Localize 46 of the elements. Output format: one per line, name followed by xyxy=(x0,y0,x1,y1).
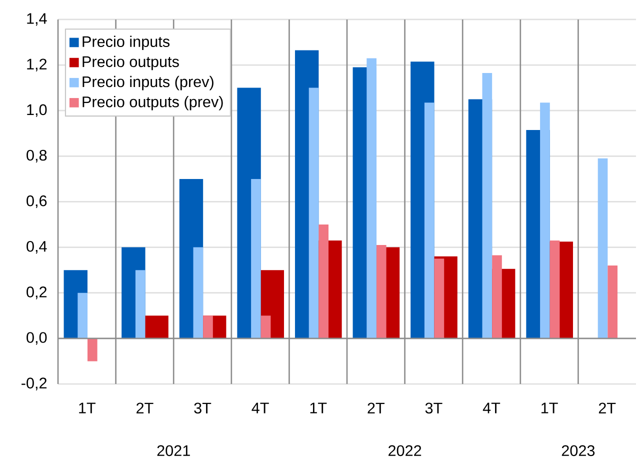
y-tick-label: 0,0 xyxy=(26,332,47,345)
text: 2021 xyxy=(157,445,190,456)
bar xyxy=(135,270,146,338)
y-tick-label: 1,0 xyxy=(27,104,47,117)
bar xyxy=(366,58,376,338)
x-tick-label: 4T xyxy=(252,402,269,414)
bar xyxy=(376,244,386,338)
bar xyxy=(193,247,204,338)
y-tick-label: 1,4 xyxy=(27,13,47,26)
x-tick-label: 3T xyxy=(425,402,442,414)
bar xyxy=(260,316,271,338)
x-tick-label: 2T xyxy=(136,402,154,414)
y-tick-label: 1,2 xyxy=(27,58,47,72)
x-tick-label: 2T xyxy=(368,402,384,414)
y-tick-label: 0,6 xyxy=(26,195,47,208)
text: 2023 xyxy=(562,445,595,456)
x-tick-label: 3T xyxy=(194,402,212,414)
bar xyxy=(540,102,550,338)
bar xyxy=(308,88,319,338)
x-tick-label: 1T xyxy=(542,402,558,414)
bar xyxy=(608,265,618,338)
bar xyxy=(318,224,329,338)
y-tick-label: 0,4 xyxy=(26,240,47,254)
y-tick-label: 0,2 xyxy=(26,286,47,300)
bar xyxy=(87,338,98,362)
legend-label: Precio inputs (prev) xyxy=(82,76,214,90)
legend-label: Precio outputs xyxy=(82,56,179,70)
legend-label: Precio outputs (prev) xyxy=(82,96,223,110)
y-tick-label: 0,8 xyxy=(26,150,47,162)
bar xyxy=(598,158,608,338)
bar xyxy=(482,72,492,338)
bar xyxy=(145,316,168,338)
legend-label: Precio inputs xyxy=(82,36,170,50)
y-tick-label: -0,2 xyxy=(22,378,47,390)
text: 2022 xyxy=(388,445,422,456)
bar xyxy=(424,102,434,338)
bar xyxy=(203,316,213,338)
x-tick-label: 2T xyxy=(598,402,616,414)
bar xyxy=(550,240,560,338)
bar xyxy=(251,178,261,338)
x-tick-label: 4T xyxy=(482,402,500,414)
x-tick-label: 1T xyxy=(310,402,327,414)
bar xyxy=(78,292,88,338)
bar xyxy=(434,258,444,338)
bar xyxy=(492,255,502,338)
x-tick-label: 1T xyxy=(79,402,96,414)
